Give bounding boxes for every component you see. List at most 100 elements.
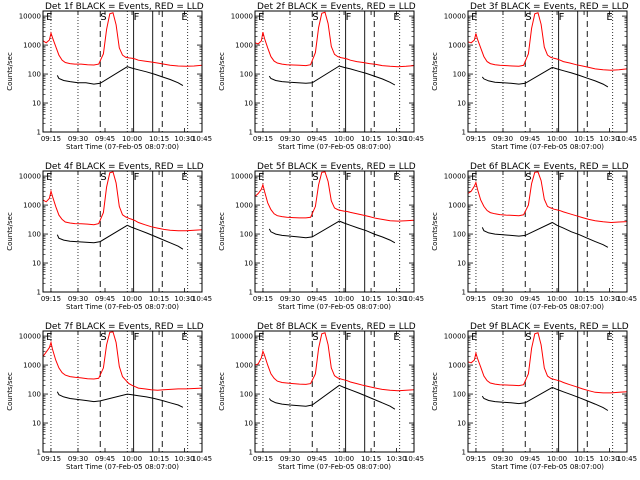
x-tick-label: 10:00 [334,455,354,463]
series-lld [255,171,414,222]
x-tick-label: 09:15 [41,135,61,143]
x-tick-label: 10:30 [174,295,194,303]
y-axis-label: Counts/sec [431,212,439,251]
event-mark-f: F [134,12,140,23]
x-tick-label: 09:15 [466,295,486,303]
y-tick-label: 10 [244,420,253,428]
x-tick-label: 09:15 [41,455,61,463]
x-tick-label: 09:30 [68,295,88,303]
event-mark-s: S [100,172,106,183]
y-tick-label: 10000 [444,173,466,181]
x-tick-label: 10:15 [149,135,169,143]
x-tick-label: 10:15 [574,455,594,463]
x-tick-label: 09:45 [520,455,540,463]
x-tick-label: 10:45 [617,295,637,303]
event-mark-e: E [46,172,52,183]
y-tick-label: 1 [37,289,41,297]
panel-frame [467,10,628,133]
panel-title: Det 5f BLACK = Events, RED = LLD [257,162,416,172]
event-mark-e: E [393,332,399,343]
y-tick-label: 10000 [19,13,41,21]
event-mark-s: S [100,12,106,23]
y-tick-label: 1 [462,129,466,137]
x-tick-label: 10:15 [361,135,381,143]
x-tick-label: 09:45 [95,135,115,143]
y-tick-label: 100 [240,71,253,79]
event-mark-e: E [46,12,52,23]
y-tick-label: 10 [457,420,466,428]
panel-title: Det 3f BLACK = Events, RED = LLD [470,2,629,12]
x-axis-label: Start Time (07-Feb-05 08:07:00) [66,463,179,471]
panel-title: Det 8f BLACK = Events, RED = LLD [257,322,416,332]
event-mark-e: E [606,332,612,343]
x-tick-label: 10:15 [574,135,594,143]
y-tick-label: 10000 [444,333,466,341]
y-tick-label: 1 [249,289,253,297]
x-axis-label: Start Time (07-Feb-05 08:07:00) [66,303,179,311]
event-mark-e: E [181,332,187,343]
event-mark-f: F [346,172,352,183]
x-tick-label: 10:45 [404,455,424,463]
x-tick-label: 09:45 [307,455,327,463]
series-events [56,66,184,87]
x-tick-label: 10:45 [617,455,637,463]
x-tick-label: 10:00 [334,135,354,143]
y-tick-label: 1000 [23,362,41,370]
y-tick-label: 1 [37,129,41,137]
x-tick-label: 10:30 [599,135,619,143]
x-tick-label: 09:15 [41,295,61,303]
event-mark-s: S [525,332,531,343]
event-mark-s: S [312,12,318,23]
x-tick-label: 10:15 [149,455,169,463]
y-axis-label: Counts/sec [431,372,439,411]
x-tick-label: 10:15 [361,455,381,463]
event-mark-e: E [393,172,399,183]
y-tick-label: 1000 [448,362,466,370]
x-axis-label: Start Time (07-Feb-05 08:07:00) [491,143,604,151]
x-tick-label: 09:45 [520,135,540,143]
x-axis-label: Start Time (07-Feb-05 08:07:00) [278,303,391,311]
y-tick-label: 10 [457,260,466,268]
event-mark-e: E [181,172,187,183]
x-tick-label: 09:30 [68,455,88,463]
y-tick-label: 100 [28,71,41,79]
y-tick-label: 10000 [231,13,253,21]
y-tick-label: 1 [249,129,253,137]
y-axis-label: Counts/sec [218,372,226,411]
y-tick-label: 1 [462,449,466,457]
y-tick-label: 100 [453,231,466,239]
event-mark-e: E [258,172,264,183]
panel-title: Det 2f BLACK = Events, RED = LLD [257,2,416,12]
y-tick-label: 10000 [444,13,466,21]
series-lld [468,332,627,394]
series-lld [43,12,202,67]
event-mark-f: F [559,332,565,343]
x-tick-label: 09:30 [280,455,300,463]
y-axis-label: Counts/sec [218,52,226,91]
y-tick-label: 1000 [235,42,253,50]
x-tick-label: 09:45 [95,295,115,303]
panel-frame [42,10,203,133]
y-tick-label: 100 [453,71,466,79]
x-tick-label: 10:30 [599,455,619,463]
y-tick-label: 1 [249,449,253,457]
y-tick-label: 10 [244,260,253,268]
panel-title: Det 9f BLACK = Events, RED = LLD [470,322,629,332]
y-tick-label: 10 [457,100,466,108]
x-axis-label: Start Time (07-Feb-05 08:07:00) [278,143,391,151]
y-tick-label: 1000 [448,42,466,50]
event-mark-e: E [471,332,477,343]
panel-title: Det 7f BLACK = Events, RED = LLD [45,322,204,332]
x-axis-label: Start Time (07-Feb-05 08:07:00) [491,463,604,471]
event-mark-e: E [258,332,264,343]
x-tick-label: 09:15 [466,135,486,143]
x-tick-label: 09:15 [253,295,273,303]
event-mark-e: E [258,12,264,23]
x-tick-label: 10:30 [174,455,194,463]
x-tick-label: 09:30 [493,135,513,143]
y-tick-label: 100 [453,391,466,399]
y-tick-label: 100 [28,231,41,239]
event-mark-f: F [134,332,140,343]
x-tick-label: 10:15 [574,295,594,303]
x-tick-label: 10:30 [386,455,406,463]
